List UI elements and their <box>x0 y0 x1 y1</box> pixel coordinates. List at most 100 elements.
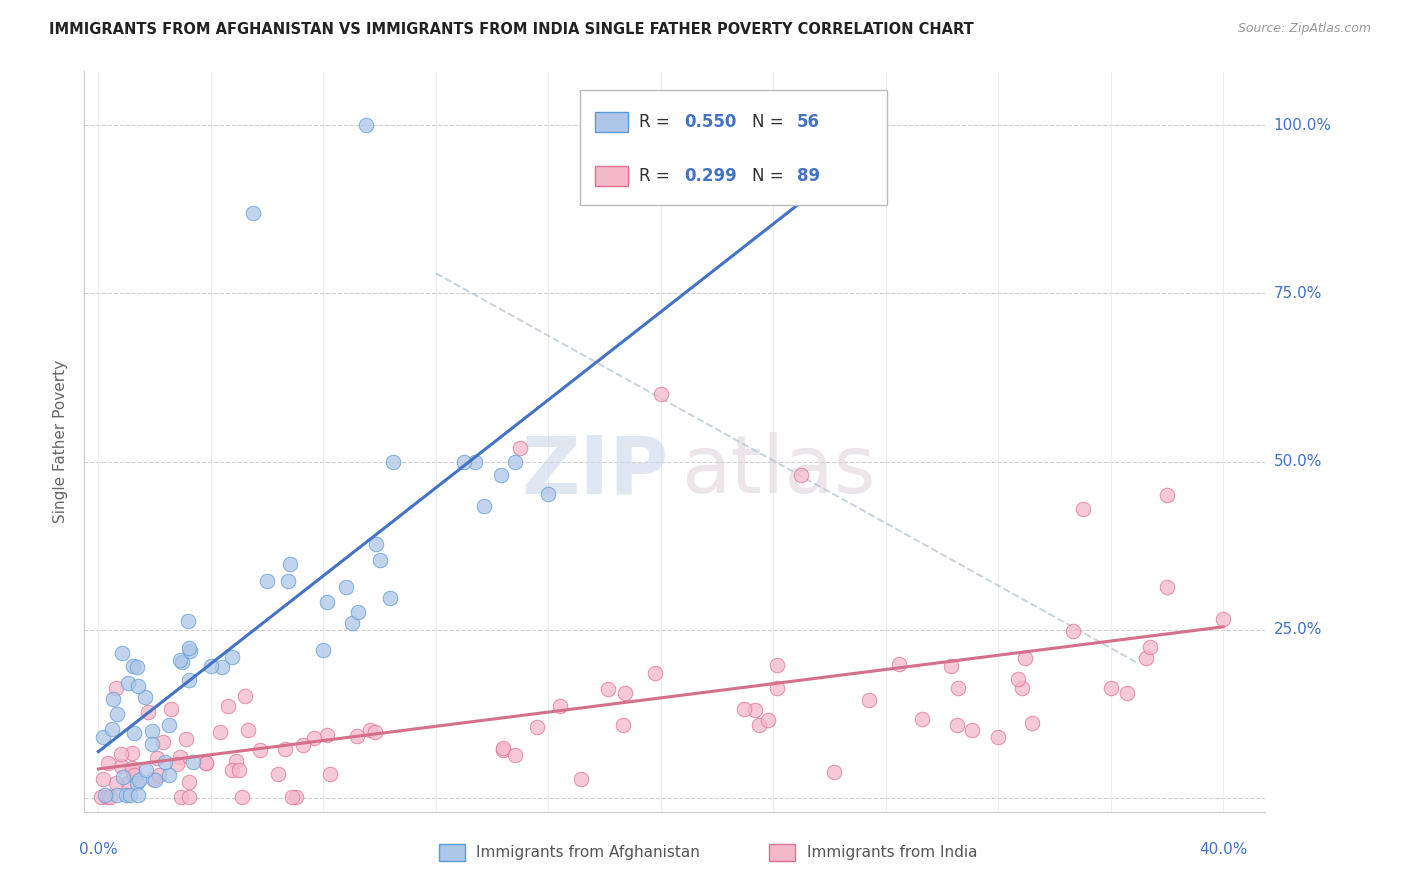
Point <box>115 788 138 802</box>
Point <box>97 756 120 770</box>
Point <box>141 724 163 739</box>
Point <box>157 718 180 732</box>
Point <box>1156 580 1178 594</box>
Point <box>110 759 132 773</box>
Bar <box>769 845 796 861</box>
Point <box>111 646 134 660</box>
Text: 0.299: 0.299 <box>685 167 737 185</box>
Point <box>505 455 527 469</box>
Point <box>135 764 157 778</box>
Point <box>211 660 233 674</box>
Point <box>378 591 401 606</box>
Point <box>1116 685 1139 699</box>
Text: N =: N = <box>752 167 789 185</box>
Text: 25.0%: 25.0% <box>1274 623 1322 638</box>
Point <box>90 789 112 804</box>
Point <box>1021 716 1043 731</box>
Point <box>291 738 314 752</box>
Point <box>315 595 337 609</box>
Text: 50.0%: 50.0% <box>1274 454 1322 469</box>
Point <box>122 726 145 740</box>
Point <box>548 698 571 713</box>
Point <box>335 580 357 594</box>
Point <box>181 755 204 769</box>
Bar <box>595 112 627 132</box>
Point <box>117 775 139 789</box>
Point <box>347 605 370 619</box>
Text: R =: R = <box>640 167 675 185</box>
Point <box>960 723 983 737</box>
Point <box>346 729 368 743</box>
Point <box>858 693 880 707</box>
Point <box>121 761 143 775</box>
Point <box>492 743 515 757</box>
Point <box>146 751 169 765</box>
Point <box>122 659 145 673</box>
Point <box>200 659 222 673</box>
Point <box>285 789 308 804</box>
Point <box>122 765 145 780</box>
Point <box>526 720 548 734</box>
Point <box>256 574 278 588</box>
Point <box>152 735 174 749</box>
Point <box>117 676 139 690</box>
Point <box>910 712 932 726</box>
Point <box>946 718 969 732</box>
Point <box>340 615 363 630</box>
Text: 89: 89 <box>797 167 820 185</box>
Bar <box>581 90 887 204</box>
Y-axis label: Single Father Poverty: Single Father Poverty <box>53 360 69 523</box>
Point <box>195 756 218 771</box>
Point <box>756 713 779 727</box>
Point <box>382 455 405 469</box>
Point <box>141 737 163 751</box>
Point <box>1007 673 1029 687</box>
Text: IMMIGRANTS FROM AFGHANISTAN VS IMMIGRANTS FROM INDIA SINGLE FATHER POVERTY CORRE: IMMIGRANTS FROM AFGHANISTAN VS IMMIGRANT… <box>49 22 974 37</box>
Point <box>537 487 560 501</box>
Point <box>596 681 619 696</box>
Point <box>177 775 200 789</box>
Point <box>105 788 128 802</box>
Text: 0.550: 0.550 <box>685 113 737 131</box>
Point <box>1071 501 1094 516</box>
Point <box>242 205 264 219</box>
Point <box>208 725 231 739</box>
Point <box>790 468 813 483</box>
Point <box>170 789 193 804</box>
Point <box>765 681 787 695</box>
Point <box>153 755 176 769</box>
Point <box>236 723 259 737</box>
Point <box>312 643 335 657</box>
Point <box>612 718 634 732</box>
Point <box>472 499 495 513</box>
Point <box>274 741 297 756</box>
Point <box>105 706 128 721</box>
Text: Immigrants from India: Immigrants from India <box>807 845 977 860</box>
Point <box>491 468 513 483</box>
Point <box>101 692 124 706</box>
Point <box>364 725 387 739</box>
Point <box>228 763 250 777</box>
Text: 56: 56 <box>797 113 820 131</box>
Point <box>987 730 1010 744</box>
Point <box>1062 624 1084 638</box>
Point <box>650 387 672 401</box>
Point <box>302 731 325 745</box>
Point <box>121 746 143 760</box>
Point <box>887 657 910 671</box>
Point <box>946 681 969 695</box>
Point <box>105 681 128 695</box>
Text: 100.0%: 100.0% <box>1274 118 1331 133</box>
Point <box>169 653 191 667</box>
Point <box>503 747 526 762</box>
Point <box>136 705 159 719</box>
Point <box>143 772 166 787</box>
Point <box>231 789 253 804</box>
Point <box>217 698 239 713</box>
Point <box>491 741 513 756</box>
Point <box>104 776 127 790</box>
Point <box>368 553 391 567</box>
Text: atlas: atlas <box>681 432 875 510</box>
Point <box>124 768 146 782</box>
Text: ZIP: ZIP <box>522 432 669 510</box>
